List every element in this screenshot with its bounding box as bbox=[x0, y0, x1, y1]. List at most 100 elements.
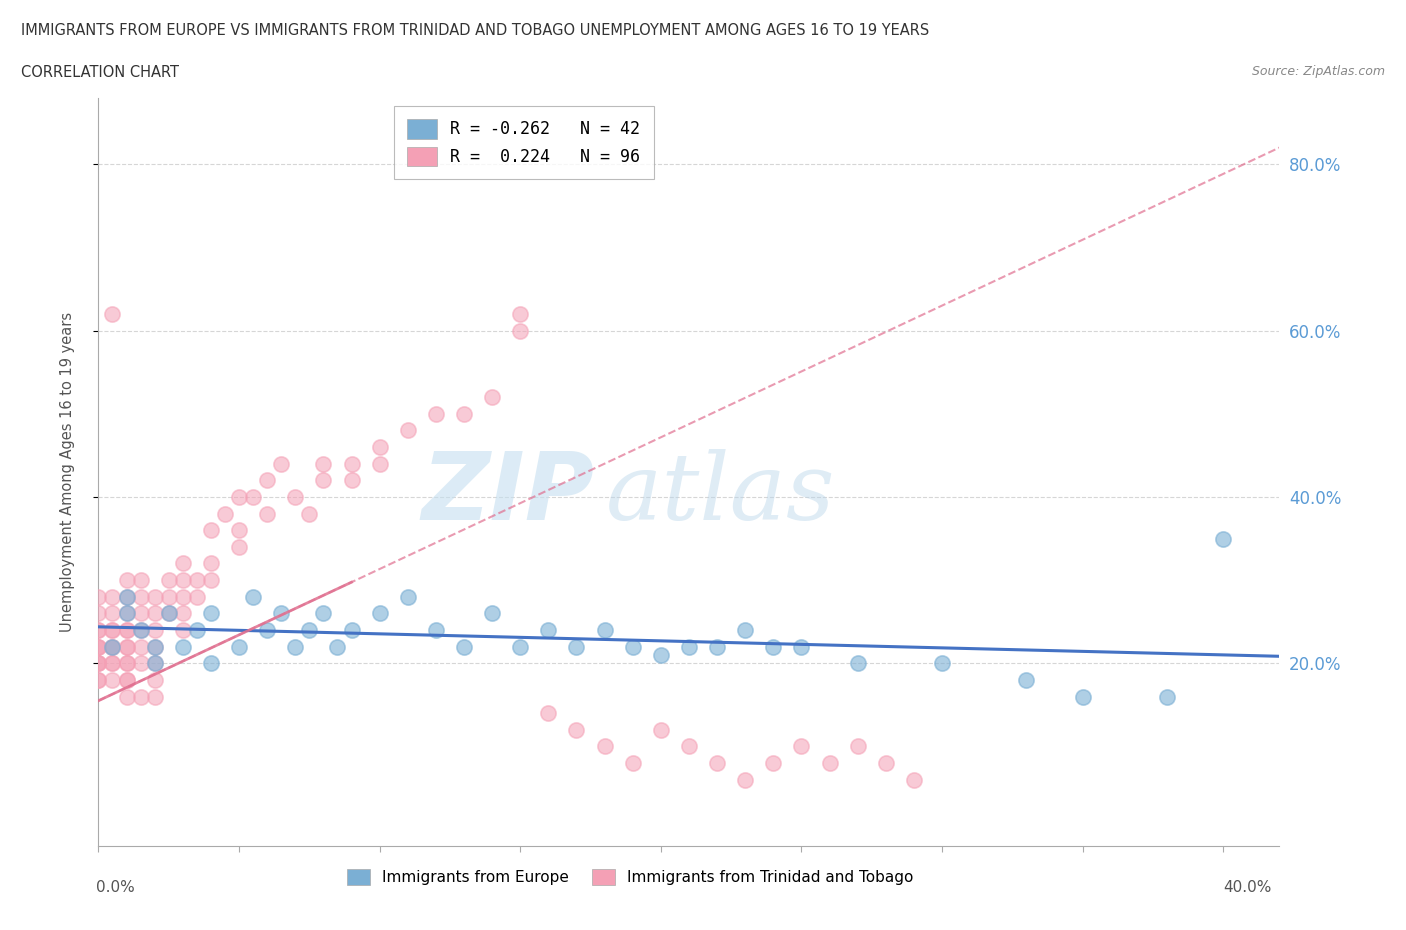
Point bbox=[101, 639, 124, 654]
Point bbox=[87, 656, 110, 671]
Point bbox=[87, 639, 110, 654]
Point bbox=[228, 523, 250, 538]
Text: atlas: atlas bbox=[606, 449, 835, 539]
Point bbox=[115, 639, 138, 654]
Point bbox=[312, 606, 335, 621]
Point bbox=[186, 573, 208, 588]
Point bbox=[650, 647, 672, 662]
Point bbox=[200, 573, 222, 588]
Point bbox=[650, 723, 672, 737]
Point bbox=[242, 590, 264, 604]
Text: IMMIGRANTS FROM EUROPE VS IMMIGRANTS FROM TRINIDAD AND TOBAGO UNEMPLOYMENT AMONG: IMMIGRANTS FROM EUROPE VS IMMIGRANTS FRO… bbox=[21, 23, 929, 38]
Point bbox=[509, 639, 531, 654]
Point bbox=[101, 639, 124, 654]
Point bbox=[593, 622, 616, 637]
Point bbox=[157, 590, 180, 604]
Point bbox=[115, 672, 138, 687]
Point bbox=[621, 756, 644, 771]
Point bbox=[87, 590, 110, 604]
Point bbox=[931, 656, 953, 671]
Point bbox=[115, 622, 138, 637]
Point bbox=[87, 622, 110, 637]
Point bbox=[593, 739, 616, 754]
Point bbox=[143, 606, 166, 621]
Point bbox=[172, 639, 194, 654]
Point bbox=[115, 689, 138, 704]
Point bbox=[115, 656, 138, 671]
Point bbox=[903, 772, 925, 787]
Point bbox=[214, 506, 236, 521]
Point bbox=[340, 472, 363, 487]
Point bbox=[186, 590, 208, 604]
Point bbox=[875, 756, 897, 771]
Legend: Immigrants from Europe, Immigrants from Trinidad and Tobago: Immigrants from Europe, Immigrants from … bbox=[340, 863, 920, 891]
Point bbox=[368, 457, 391, 472]
Point bbox=[87, 639, 110, 654]
Point bbox=[396, 423, 419, 438]
Point bbox=[115, 656, 138, 671]
Point bbox=[734, 772, 756, 787]
Point bbox=[115, 590, 138, 604]
Point bbox=[87, 606, 110, 621]
Point bbox=[256, 622, 278, 637]
Point bbox=[129, 573, 152, 588]
Point bbox=[228, 639, 250, 654]
Point bbox=[129, 689, 152, 704]
Point bbox=[1212, 531, 1234, 546]
Point bbox=[129, 606, 152, 621]
Point bbox=[706, 639, 728, 654]
Text: 40.0%: 40.0% bbox=[1223, 880, 1271, 895]
Point bbox=[115, 573, 138, 588]
Point bbox=[256, 472, 278, 487]
Point bbox=[115, 606, 138, 621]
Point bbox=[200, 523, 222, 538]
Point bbox=[87, 656, 110, 671]
Point bbox=[242, 489, 264, 504]
Point bbox=[143, 656, 166, 671]
Point bbox=[1071, 689, 1094, 704]
Point bbox=[790, 639, 813, 654]
Point bbox=[565, 639, 588, 654]
Point bbox=[172, 606, 194, 621]
Point bbox=[481, 390, 503, 405]
Point bbox=[284, 489, 307, 504]
Text: 0.0%: 0.0% bbox=[96, 880, 135, 895]
Point bbox=[101, 590, 124, 604]
Point bbox=[312, 457, 335, 472]
Text: CORRELATION CHART: CORRELATION CHART bbox=[21, 65, 179, 80]
Point bbox=[537, 622, 560, 637]
Point bbox=[298, 506, 321, 521]
Point bbox=[101, 622, 124, 637]
Point bbox=[101, 606, 124, 621]
Point bbox=[101, 672, 124, 687]
Point bbox=[200, 556, 222, 571]
Point bbox=[87, 656, 110, 671]
Point bbox=[115, 622, 138, 637]
Point bbox=[312, 472, 335, 487]
Point bbox=[157, 606, 180, 621]
Point bbox=[368, 440, 391, 455]
Point bbox=[172, 556, 194, 571]
Point bbox=[101, 622, 124, 637]
Point bbox=[115, 672, 138, 687]
Point bbox=[425, 406, 447, 421]
Point bbox=[200, 656, 222, 671]
Point bbox=[143, 639, 166, 654]
Point bbox=[115, 590, 138, 604]
Point bbox=[143, 622, 166, 637]
Point bbox=[87, 622, 110, 637]
Point bbox=[818, 756, 841, 771]
Point bbox=[846, 656, 869, 671]
Point bbox=[481, 606, 503, 621]
Point bbox=[143, 639, 166, 654]
Point bbox=[1015, 672, 1038, 687]
Text: Source: ZipAtlas.com: Source: ZipAtlas.com bbox=[1251, 65, 1385, 78]
Point bbox=[678, 639, 700, 654]
Point bbox=[368, 606, 391, 621]
Point bbox=[87, 639, 110, 654]
Point bbox=[129, 622, 152, 637]
Point bbox=[143, 590, 166, 604]
Point bbox=[706, 756, 728, 771]
Point bbox=[270, 606, 292, 621]
Point bbox=[143, 672, 166, 687]
